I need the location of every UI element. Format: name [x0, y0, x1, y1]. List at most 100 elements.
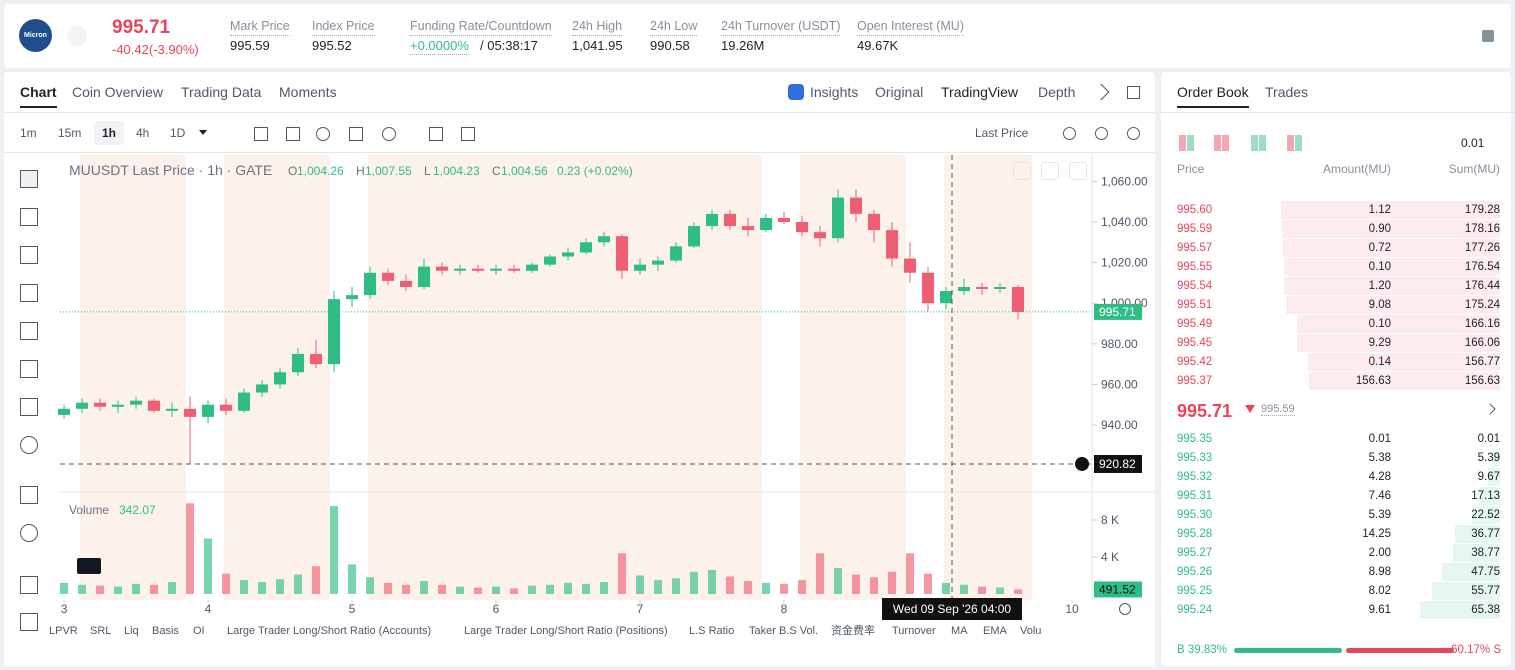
ob-price[interactable]: 995.24: [1177, 604, 1213, 616]
drawing-tool[interactable]: [20, 613, 38, 631]
drawing-tool[interactable]: [20, 284, 38, 302]
layout-toggle[interactable]: [1214, 135, 1221, 151]
layout-toggle[interactable]: [1179, 135, 1186, 151]
ob-price[interactable]: 995.26: [1177, 566, 1213, 578]
ob-price[interactable]: 995.25: [1177, 585, 1213, 597]
ob-price[interactable]: 995.42: [1177, 356, 1213, 368]
crosshair-price: 920.82: [1099, 457, 1136, 471]
interval[interactable]: 4h: [136, 126, 150, 140]
ob-price[interactable]: 995.45: [1177, 337, 1213, 349]
tab[interactable]: Chart: [20, 85, 57, 108]
ob-sum: 5.39: [1477, 452, 1500, 464]
favorite-star[interactable]: [67, 26, 87, 46]
drawing-tool[interactable]: [20, 436, 38, 454]
indicator[interactable]: L.S Ratio: [689, 625, 735, 637]
header-icon[interactable]: [1482, 30, 1494, 42]
drawing-tool[interactable]: [20, 576, 38, 594]
settings-icon[interactable]: [1119, 603, 1131, 615]
candle-body: [580, 242, 593, 253]
price-source[interactable]: Last Price: [975, 126, 1029, 140]
toolbar-icon[interactable]: [461, 127, 475, 141]
ob-price[interactable]: 995.30: [1177, 509, 1213, 521]
indicator[interactable]: 资金费率: [831, 625, 875, 637]
indicator[interactable]: LPVR: [49, 625, 78, 637]
drawing-tool[interactable]: [20, 322, 38, 340]
interval[interactable]: 15m: [58, 126, 82, 140]
drawing-tool[interactable]: [20, 524, 38, 542]
toolbar-icon[interactable]: [286, 127, 300, 141]
tab[interactable]: Moments: [279, 84, 337, 100]
toolbar-icon[interactable]: [254, 127, 268, 141]
ob-price[interactable]: 995.35: [1177, 433, 1213, 445]
candle-body: [472, 268, 485, 271]
view-tab[interactable]: Insights: [810, 84, 859, 100]
drawing-tool[interactable]: [20, 208, 38, 226]
toolbar-icon[interactable]: [429, 127, 443, 141]
volume-bar: [294, 574, 303, 594]
layout-toggle[interactable]: [1287, 135, 1294, 151]
ob-tab[interactable]: Trades: [1265, 84, 1309, 100]
interval[interactable]: 1m: [20, 126, 37, 140]
tick-size[interactable]: 0.01: [1461, 136, 1485, 150]
depth-bar: [1285, 296, 1500, 314]
ohlc-key: L: [424, 164, 431, 178]
drawing-tool[interactable]: [20, 398, 38, 416]
toolbar-icon[interactable]: [1063, 127, 1076, 140]
depth-bar: [1282, 220, 1500, 238]
volume-bar: [60, 582, 69, 594]
indicator[interactable]: Basis: [152, 625, 179, 637]
view-tab[interactable]: Original: [875, 84, 924, 100]
tab[interactable]: Coin Overview: [72, 84, 164, 100]
ob-price[interactable]: 995.33: [1177, 452, 1213, 464]
ob-price[interactable]: 995.27: [1177, 547, 1213, 559]
view-tab[interactable]: Depth: [1038, 84, 1076, 100]
volume-bar: [708, 569, 717, 594]
indicator[interactable]: Turnover: [892, 625, 936, 637]
ob-tab[interactable]: Order Book: [1177, 85, 1249, 108]
toolbar-icon[interactable]: [1095, 127, 1108, 140]
toolbar-icon[interactable]: [382, 127, 396, 141]
ob-price[interactable]: 995.31: [1177, 490, 1213, 502]
ob-price[interactable]: 995.57: [1177, 242, 1213, 254]
drawing-tool[interactable]: [20, 486, 38, 504]
indicator[interactable]: SRL: [90, 625, 112, 637]
pane-button[interactable]: [1069, 162, 1087, 180]
toolbar-icon[interactable]: [349, 127, 363, 141]
indicator[interactable]: EMA: [983, 625, 1007, 637]
ob-price[interactable]: 995.37: [1177, 375, 1213, 387]
drawing-tool[interactable]: [20, 170, 38, 188]
indicator[interactable]: Taker B.S Vol.: [749, 625, 819, 637]
interval[interactable]: 1D: [170, 126, 186, 140]
candle-body: [886, 230, 899, 259]
indicator[interactable]: MA: [951, 625, 968, 637]
ohlc-value: 1,004.56: [501, 164, 548, 178]
session-band: [80, 155, 186, 600]
drawing-tool[interactable]: [20, 360, 38, 378]
ob-price[interactable]: 995.28: [1177, 528, 1213, 540]
ob-price[interactable]: 995.59: [1177, 223, 1213, 235]
indicator[interactable]: Large Trader Long/Short Ratio (Positions…: [464, 625, 668, 637]
drawing-tool[interactable]: [20, 246, 38, 264]
ob-price[interactable]: 995.55: [1177, 261, 1213, 273]
window-icon[interactable]: [1127, 86, 1140, 99]
volume-bar: [636, 575, 645, 594]
view-tab[interactable]: TradingView: [941, 84, 1019, 100]
indicator[interactable]: Large Trader Long/Short Ratio (Accounts): [227, 625, 432, 637]
indicator[interactable]: OI: [193, 625, 205, 637]
ob-price[interactable]: 995.49: [1177, 318, 1213, 330]
indicator[interactable]: Volu: [1020, 625, 1042, 637]
ob-price[interactable]: 995.32: [1177, 471, 1213, 483]
indicator[interactable]: Liq: [124, 625, 139, 637]
toolbar-icon[interactable]: [316, 127, 330, 141]
interval[interactable]: 1h: [94, 121, 125, 145]
candle-body: [616, 236, 629, 271]
pane-button[interactable]: [1041, 162, 1059, 180]
dropdown-caret[interactable]: [199, 130, 207, 139]
tab[interactable]: Trading Data: [181, 84, 262, 100]
layout-toggle[interactable]: [1251, 135, 1258, 151]
pane-button[interactable]: [1013, 162, 1031, 180]
ob-price[interactable]: 995.60: [1177, 204, 1213, 216]
toolbar-icon[interactable]: [1127, 127, 1140, 140]
ob-price[interactable]: 995.54: [1177, 280, 1213, 292]
ob-price[interactable]: 995.51: [1177, 299, 1213, 311]
